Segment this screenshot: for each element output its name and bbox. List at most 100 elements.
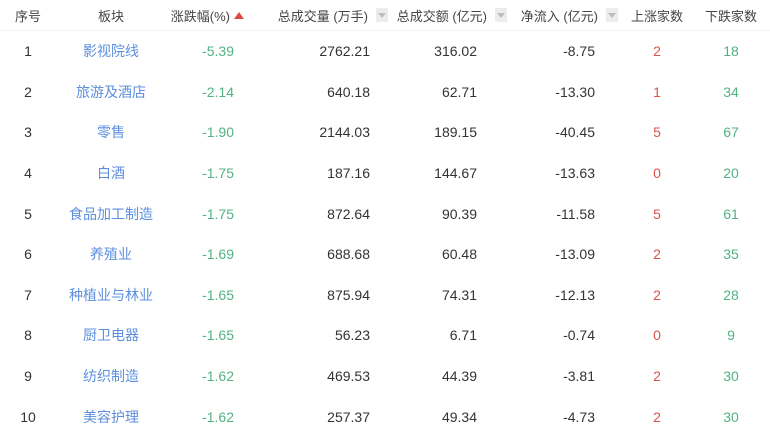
down-count-cell: 67 [723,124,739,141]
sector-cell: 食品加工制造 [56,204,166,224]
netinflow-cell: -13.63 [555,165,595,182]
down-count-cell: 28 [723,286,739,303]
up-count-cell: 2 [653,246,661,263]
sector-link[interactable]: 厨卫电器 [83,327,139,344]
header-index: 序号 [14,8,41,24]
row-index: 9 [24,368,32,385]
volume-cell: 2762.21 [319,43,370,60]
down-count-cell: 34 [723,83,739,100]
chevron-down-icon [497,12,505,18]
change-cell: -1.65 [202,327,234,344]
sector-cell: 种植业与林业 [56,285,166,305]
sort-icon [495,8,507,22]
change-cell: -1.62 [202,408,234,425]
volume-cell: 688.68 [327,246,370,263]
table-row: 9 纺织制造 -1.62 469.53 44.39 -3.81 2 30 [0,355,770,397]
sector-cell: 白酒 [56,163,166,183]
up-count-cell: 0 [653,165,661,182]
turnover-cell: 62.71 [441,83,477,100]
change-cell: -1.75 [202,165,234,182]
netinflow-cell: -8.75 [563,43,595,60]
down-count-cell: 9 [727,327,735,344]
down-count-cell: 20 [723,165,739,182]
sector-cell: 影视院线 [56,41,166,61]
sector-link[interactable]: 白酒 [97,165,125,182]
sort-header-volume[interactable]: 总成交量 (万手) [250,6,390,25]
netinflow-cell: -12.13 [555,286,595,303]
turnover-cell: 60.48 [441,246,477,263]
change-cell: -1.90 [202,124,234,141]
row-index: 1 [24,43,32,60]
row-index: 3 [24,124,32,141]
down-count-cell: 18 [723,43,739,60]
volume-cell: 187.16 [327,165,370,182]
header-up-count: 上涨家数 [630,8,683,24]
table-row: 4 白酒 -1.75 187.16 144.67 -13.63 0 20 [0,152,770,194]
down-count-cell: 30 [723,408,739,425]
volume-cell: 469.53 [327,368,370,385]
volume-cell: 56.23 [334,327,370,344]
sort-header-change[interactable]: 涨跌幅(%) [166,6,250,25]
table-row: 2 旅游及酒店 -2.14 640.18 62.71 -13.30 1 34 [0,71,770,113]
turnover-cell: 144.67 [434,165,477,182]
sector-link[interactable]: 影视院线 [83,43,139,60]
header-turnover-label: 总成交额 (亿元) [396,8,487,24]
volume-cell: 640.18 [327,83,370,100]
row-index: 4 [24,165,32,182]
sector-cell: 养殖业 [56,244,166,264]
volume-cell: 2144.03 [319,124,370,141]
sort-header-turnover[interactable]: 总成交额 (亿元) [390,6,510,25]
netinflow-cell: -4.73 [563,408,595,425]
up-count-cell: 2 [653,286,661,303]
down-count-cell: 35 [723,246,739,263]
change-cell: -1.62 [202,368,234,385]
table-header-row: 序号 板块 涨跌幅(%) 总成交量 (万手) 总成交额 (亿元) 净流入 (亿元… [0,0,770,31]
up-count-cell: 5 [653,205,661,222]
up-count-cell: 2 [653,43,661,60]
volume-cell: 872.64 [327,205,370,222]
row-index: 8 [24,327,32,344]
up-count-cell: 2 [653,408,661,425]
sector-link[interactable]: 养殖业 [90,246,132,263]
row-index: 5 [24,205,32,222]
up-count-cell: 1 [653,83,661,100]
sector-link[interactable]: 零售 [97,124,125,141]
turnover-cell: 49.34 [441,408,477,425]
sort-header-netinflow[interactable]: 净流入 (亿元) [510,6,622,25]
header-down-count: 下跌家数 [704,8,757,24]
sector-cell: 旅游及酒店 [56,82,166,102]
turnover-cell: 189.15 [434,124,477,141]
down-count-cell: 30 [723,368,739,385]
table-row: 1 影视院线 -5.39 2762.21 316.02 -8.75 2 18 [0,31,770,72]
row-index: 2 [24,83,32,100]
sector-link[interactable]: 食品加工制造 [69,205,153,222]
sector-link[interactable]: 纺织制造 [83,368,139,385]
table-row: 5 食品加工制造 -1.75 872.64 90.39 -11.58 5 61 [0,193,770,234]
sector-link[interactable]: 种植业与林业 [69,286,153,303]
sector-cell: 美容护理 [56,407,166,427]
netinflow-cell: -11.58 [556,205,595,222]
table-row: 8 厨卫电器 -1.65 56.23 6.71 -0.74 0 9 [0,315,770,356]
header-change-label: 涨跌幅(%) [170,8,230,24]
table-row: 3 零售 -1.90 2144.03 189.15 -40.45 5 67 [0,112,770,153]
sector-cell: 厨卫电器 [56,325,166,345]
header-sector: 板块 [97,8,124,24]
table-row: 10 美容护理 -1.62 257.37 49.34 -4.73 2 30 [0,396,770,437]
sector-link[interactable]: 旅游及酒店 [76,83,146,100]
change-cell: -2.14 [202,83,234,100]
netinflow-cell: -0.74 [563,327,595,344]
sort-icon [376,8,388,22]
netinflow-cell: -40.45 [555,124,595,141]
table-row: 6 养殖业 -1.69 688.68 60.48 -13.09 2 35 [0,233,770,275]
sector-cell: 零售 [56,122,166,142]
sector-link[interactable]: 美容护理 [83,408,139,425]
up-count-cell: 0 [653,327,661,344]
change-cell: -1.69 [202,246,234,263]
sort-icon [606,8,618,22]
netinflow-cell: -13.09 [555,246,595,263]
table-row: 7 种植业与林业 -1.65 875.94 74.31 -12.13 2 28 [0,274,770,316]
turnover-cell: 74.31 [441,286,477,303]
header-volume-label: 总成交量 (万手) [277,8,368,24]
change-cell: -1.65 [202,286,234,303]
